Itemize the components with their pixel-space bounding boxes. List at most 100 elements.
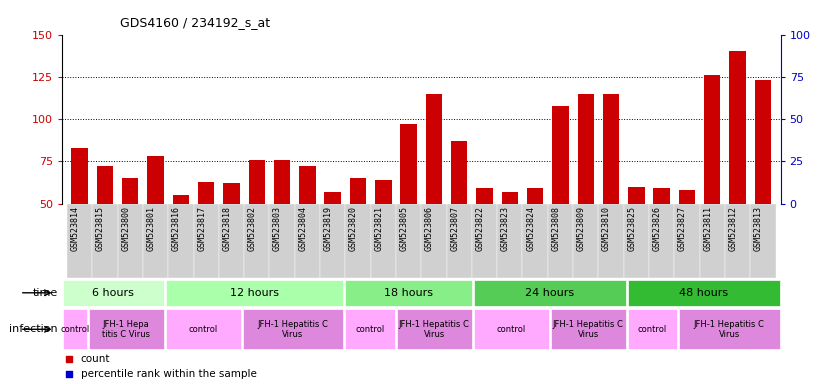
Bar bbox=[396, 204, 421, 278]
Bar bbox=[166, 310, 240, 349]
Bar bbox=[679, 190, 695, 204]
Text: GSM523802: GSM523802 bbox=[248, 206, 257, 251]
Bar bbox=[497, 204, 523, 278]
Bar bbox=[63, 310, 87, 349]
Bar bbox=[704, 75, 720, 204]
Bar bbox=[624, 204, 649, 278]
Bar bbox=[173, 195, 189, 204]
Point bbox=[250, 15, 263, 21]
Point bbox=[301, 11, 314, 17]
Point bbox=[629, 18, 643, 24]
Text: GSM523800: GSM523800 bbox=[121, 206, 131, 251]
Bar bbox=[577, 94, 594, 204]
Bar bbox=[349, 178, 366, 204]
Bar bbox=[421, 204, 447, 278]
Bar bbox=[729, 51, 746, 204]
Text: GSM523812: GSM523812 bbox=[729, 206, 738, 251]
Bar bbox=[628, 310, 676, 349]
Text: GSM523823: GSM523823 bbox=[501, 206, 510, 251]
Text: 12 hours: 12 hours bbox=[230, 288, 279, 298]
Text: infection: infection bbox=[9, 324, 58, 334]
Bar bbox=[71, 148, 88, 204]
Bar bbox=[88, 310, 164, 349]
Bar bbox=[472, 204, 497, 278]
Bar bbox=[401, 124, 417, 204]
Text: GSM523811: GSM523811 bbox=[703, 206, 712, 251]
Text: percentile rank within the sample: percentile rank within the sample bbox=[81, 369, 256, 379]
Text: JFH-1 Hepatitis C
Virus: JFH-1 Hepatitis C Virus bbox=[553, 319, 624, 339]
Bar bbox=[63, 280, 164, 306]
Bar bbox=[345, 310, 395, 349]
Text: GSM523822: GSM523822 bbox=[476, 206, 485, 251]
Text: JFH-1 Hepatitis C
Virus: JFH-1 Hepatitis C Virus bbox=[399, 319, 469, 339]
Point bbox=[149, 10, 162, 16]
Text: control: control bbox=[60, 325, 89, 334]
Text: control: control bbox=[496, 325, 525, 334]
Bar bbox=[523, 204, 548, 278]
Point bbox=[579, 6, 592, 12]
Text: JFH-1 Hepatitis C
Virus: JFH-1 Hepatitis C Virus bbox=[258, 319, 329, 339]
Bar bbox=[198, 182, 215, 204]
Bar bbox=[122, 178, 139, 204]
Bar bbox=[320, 204, 345, 278]
Text: GSM523815: GSM523815 bbox=[96, 206, 105, 251]
Point bbox=[453, 16, 466, 22]
Point bbox=[98, 13, 112, 19]
Bar bbox=[117, 204, 143, 278]
Point bbox=[225, 13, 238, 19]
Text: control: control bbox=[188, 325, 218, 334]
Point bbox=[402, 13, 415, 19]
Bar bbox=[147, 156, 164, 204]
Text: GSM523804: GSM523804 bbox=[298, 206, 307, 251]
Point bbox=[529, 20, 542, 26]
Text: GDS4160 / 234192_s_at: GDS4160 / 234192_s_at bbox=[120, 16, 270, 29]
Bar bbox=[345, 204, 371, 278]
Bar bbox=[501, 192, 518, 204]
Text: GSM523801: GSM523801 bbox=[146, 206, 155, 251]
Text: GSM523819: GSM523819 bbox=[324, 206, 333, 251]
Bar bbox=[219, 204, 244, 278]
Text: control: control bbox=[355, 325, 385, 334]
Text: GSM523825: GSM523825 bbox=[627, 206, 636, 251]
Bar bbox=[679, 310, 780, 349]
Text: GSM523808: GSM523808 bbox=[552, 206, 560, 251]
Bar bbox=[473, 280, 625, 306]
Point bbox=[553, 8, 567, 14]
Point bbox=[655, 16, 668, 22]
Point bbox=[330, 305, 343, 311]
Text: GSM523814: GSM523814 bbox=[71, 206, 79, 251]
Bar bbox=[628, 187, 644, 204]
Bar bbox=[223, 183, 240, 204]
Bar bbox=[274, 160, 290, 204]
Point bbox=[681, 15, 694, 21]
Point bbox=[605, 6, 618, 12]
Bar bbox=[473, 310, 548, 349]
Bar bbox=[396, 310, 472, 349]
Text: GSM523817: GSM523817 bbox=[197, 206, 206, 251]
Point bbox=[377, 10, 390, 16]
Text: 6 hours: 6 hours bbox=[93, 288, 134, 298]
Text: GSM523820: GSM523820 bbox=[349, 206, 358, 251]
Bar bbox=[295, 204, 320, 278]
Bar bbox=[653, 188, 670, 204]
Bar bbox=[249, 160, 265, 204]
Text: JFH-1 Hepatitis C
Virus: JFH-1 Hepatitis C Virus bbox=[694, 319, 765, 339]
Text: GSM523824: GSM523824 bbox=[526, 206, 535, 251]
Text: 24 hours: 24 hours bbox=[525, 288, 574, 298]
Point bbox=[73, 10, 86, 16]
Bar bbox=[299, 166, 316, 204]
Point bbox=[351, 13, 364, 19]
Point bbox=[427, 16, 440, 22]
Bar bbox=[244, 204, 269, 278]
Text: 48 hours: 48 hours bbox=[679, 288, 729, 298]
Text: GSM523810: GSM523810 bbox=[602, 206, 611, 251]
Text: GSM523807: GSM523807 bbox=[450, 206, 459, 251]
Bar bbox=[551, 310, 625, 349]
Bar bbox=[193, 204, 219, 278]
Bar bbox=[725, 204, 750, 278]
Bar bbox=[674, 204, 700, 278]
Text: GSM523826: GSM523826 bbox=[653, 206, 662, 251]
Text: GSM523827: GSM523827 bbox=[678, 206, 687, 251]
Point bbox=[124, 15, 137, 21]
Bar bbox=[548, 204, 573, 278]
